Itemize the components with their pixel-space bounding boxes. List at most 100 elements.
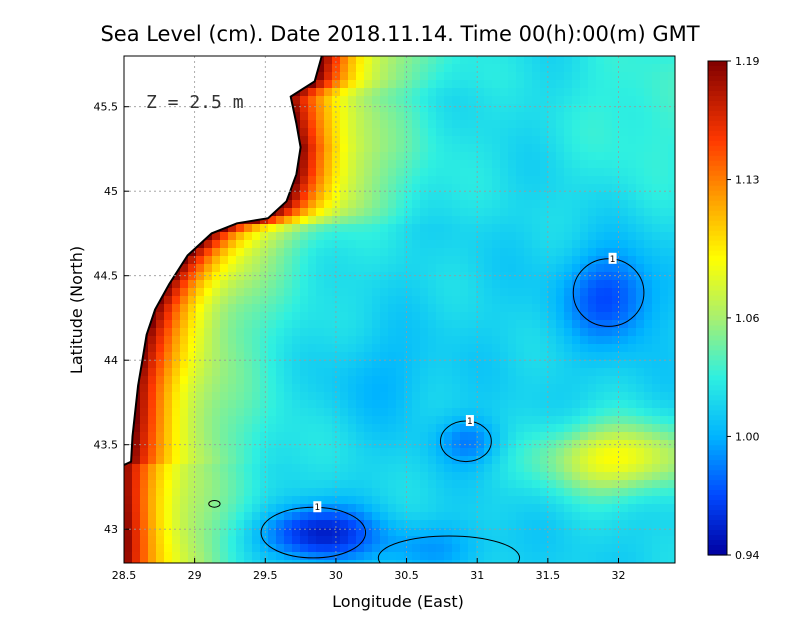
field-cell xyxy=(476,560,485,563)
field-cell xyxy=(428,128,437,137)
field-cell xyxy=(540,408,549,417)
colorbar-band xyxy=(708,490,727,496)
field-cell xyxy=(580,216,589,225)
field-cell xyxy=(548,376,557,385)
field-cell xyxy=(420,432,429,441)
field-cell xyxy=(612,416,621,425)
field-cell xyxy=(316,144,325,153)
field-cell xyxy=(188,536,197,545)
field-cell xyxy=(580,368,589,377)
field-cell xyxy=(236,448,245,457)
field-cell xyxy=(388,464,397,473)
field-cell xyxy=(524,336,533,345)
field-cell xyxy=(636,560,645,563)
field-cell xyxy=(508,208,517,217)
field-cell xyxy=(660,176,669,185)
field-cell xyxy=(372,480,381,489)
field-cell xyxy=(204,336,213,345)
y-tick-label: 45.5 xyxy=(94,101,119,114)
field-cell xyxy=(604,144,613,153)
field-cell xyxy=(236,552,245,561)
field-cell xyxy=(484,440,493,449)
field-cell xyxy=(612,248,621,257)
field-cell xyxy=(388,168,397,177)
field-cell xyxy=(508,168,517,177)
field-cell xyxy=(428,88,437,97)
field-cell xyxy=(164,448,173,457)
field-cell xyxy=(604,152,613,161)
field-cell xyxy=(556,368,565,377)
field-cell xyxy=(516,152,525,161)
field-cell xyxy=(324,216,333,225)
field-cell xyxy=(340,216,349,225)
field-cell xyxy=(580,472,589,481)
field-cell xyxy=(412,208,421,217)
field-cell xyxy=(356,272,365,281)
field-cell xyxy=(396,504,405,513)
field-cell xyxy=(612,464,621,473)
field-cell xyxy=(620,256,629,265)
field-cell xyxy=(468,472,477,481)
field-cell xyxy=(564,360,573,369)
field-cell xyxy=(268,216,277,225)
field-cell xyxy=(452,288,461,297)
field-cell xyxy=(156,392,165,401)
field-cell xyxy=(596,488,605,497)
field-cell xyxy=(604,464,613,473)
field-cell xyxy=(348,408,357,417)
field-cell xyxy=(332,64,341,73)
field-cell xyxy=(652,472,661,481)
field-cell xyxy=(156,504,165,513)
field-cell xyxy=(196,472,205,481)
field-cell xyxy=(268,336,277,345)
field-cell xyxy=(620,520,629,529)
field-cell xyxy=(148,440,157,449)
field-cell xyxy=(476,336,485,345)
field-cell xyxy=(516,464,525,473)
field-cell xyxy=(428,184,437,193)
field-cell xyxy=(596,248,605,257)
field-cell xyxy=(156,400,165,409)
field-cell xyxy=(572,488,581,497)
field-cell xyxy=(548,432,557,441)
field-cell xyxy=(572,360,581,369)
field-cell xyxy=(516,336,525,345)
field-cell xyxy=(444,344,453,353)
field-cell xyxy=(612,520,621,529)
field-cell xyxy=(596,400,605,409)
field-cell xyxy=(644,536,653,545)
field-cell xyxy=(580,200,589,209)
field-cell xyxy=(588,96,597,105)
field-cell xyxy=(436,264,445,273)
field-cell xyxy=(444,176,453,185)
field-cell xyxy=(532,512,541,521)
field-cell xyxy=(428,136,437,145)
field-cell xyxy=(468,504,477,513)
field-cell xyxy=(644,328,653,337)
field-cell xyxy=(452,272,461,281)
field-cell xyxy=(372,448,381,457)
field-cell xyxy=(364,232,373,241)
field-cell xyxy=(388,200,397,209)
field-cell xyxy=(380,320,389,329)
field-cell xyxy=(404,264,413,273)
field-cell xyxy=(412,88,421,97)
field-cell xyxy=(484,176,493,185)
field-cell xyxy=(356,440,365,449)
field-cell xyxy=(356,352,365,361)
field-cell xyxy=(404,144,413,153)
field-cell xyxy=(516,160,525,169)
field-cell xyxy=(564,272,573,281)
field-cell xyxy=(356,80,365,89)
field-cell xyxy=(508,408,517,417)
field-cell xyxy=(348,208,357,217)
field-cell xyxy=(356,536,365,545)
field-cell xyxy=(196,272,205,281)
field-cell xyxy=(532,136,541,145)
field-cell xyxy=(540,264,549,273)
field-cell xyxy=(348,400,357,409)
field-cell xyxy=(668,328,675,337)
field-cell xyxy=(252,496,261,505)
colorbar-band xyxy=(708,380,727,386)
field-cell xyxy=(396,360,405,369)
